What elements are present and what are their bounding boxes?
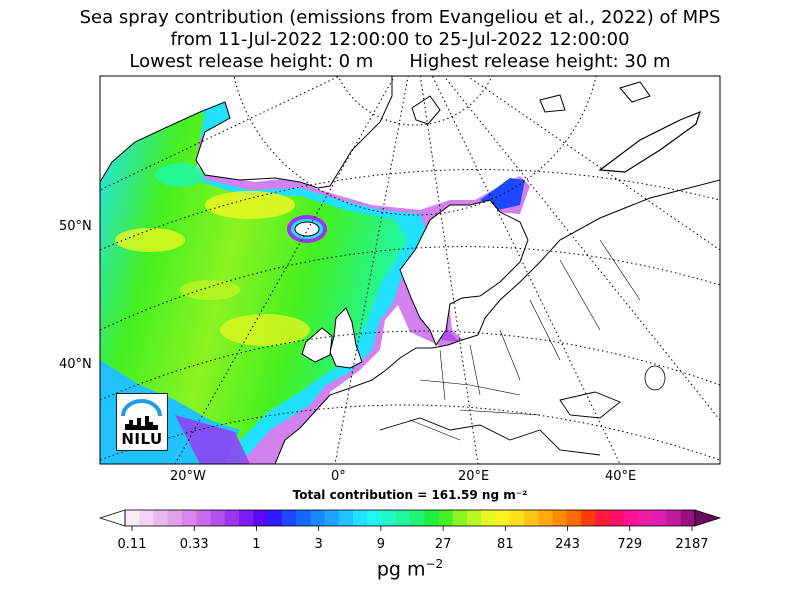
black-sea [559, 391, 621, 419]
colorbar-units: pg m−2 [0, 557, 800, 580]
colorbar-tick-label: 81 [497, 537, 514, 552]
colorbar-tick-label: 243 [555, 537, 580, 552]
lowest-release-label: Lowest release height: 0 m [129, 51, 374, 72]
map-frame [99, 75, 721, 465]
lon-label-20w: 20°W [170, 469, 206, 484]
scandinavia [399, 199, 529, 347]
lat-label-40n: 40°N [59, 357, 92, 372]
colorbar-cell [467, 510, 482, 526]
svalbard [411, 95, 441, 125]
colorbar-cell [666, 510, 682, 526]
highest-release-label: Highest release height: 30 m [409, 51, 671, 72]
colorbar-tick-label: 27 [434, 537, 452, 552]
colorbar-cell [153, 510, 169, 526]
colorbar-cell [680, 510, 696, 526]
greenland [100, 76, 393, 189]
title-line-3: Lowest release height: 0 m Highest releas… [0, 51, 800, 73]
colorbar-cell [296, 510, 311, 526]
colorbar-cell [481, 510, 496, 526]
colorbar-cell [367, 510, 382, 526]
contribution-cyan-patch [155, 163, 205, 187]
colorbar-cell [652, 510, 667, 526]
colorbar-cell [139, 510, 154, 526]
novaya-zemlya [598, 110, 701, 173]
colorbar-tick-label: 9 [376, 537, 386, 552]
contribution-high-3 [220, 314, 310, 346]
colorbar-tick-label: 2187 [675, 537, 709, 552]
contribution-main [100, 112, 408, 464]
colorbar-cell [210, 510, 226, 526]
colorbar-cell [638, 510, 653, 526]
contribution-high-4 [180, 280, 240, 300]
colorbar-max-arrow [694, 509, 722, 527]
colorbar-cell [595, 510, 610, 526]
colorbar-tick-label: 0.33 [179, 537, 209, 552]
colorbar-cell [324, 510, 340, 526]
colorbar-cell [395, 510, 411, 526]
colorbar-cell [167, 510, 183, 526]
colorbar-cell [566, 510, 582, 526]
colorbar-tick-label: 1 [252, 537, 261, 552]
colorbar-tick-label: 0.11 [117, 537, 147, 552]
colorbar-cell [381, 510, 397, 526]
colorbar-tick-label: 3 [314, 537, 323, 552]
colorbar-cell [253, 510, 268, 526]
colorbar-cell [524, 510, 539, 526]
nilu-logo: NILU [116, 393, 168, 451]
colorbar-cell [438, 510, 454, 526]
colorbar-cell [581, 510, 596, 526]
title-line-2: from 11-Jul-2022 12:00:00 to 25-Jul-2022… [170, 29, 630, 50]
graticule [100, 76, 720, 464]
colorbar-cell [623, 510, 639, 526]
units-text: pg m [376, 558, 426, 581]
colorbar-cell [338, 510, 354, 526]
ireland [301, 327, 333, 363]
colorbar-cell [239, 510, 254, 526]
colorbar-cell [196, 510, 211, 526]
iceland [294, 221, 320, 237]
continental-europe [274, 179, 720, 464]
total-contribution: Total contribution = 161.59 ng m⁻² [292, 488, 528, 502]
nilu-logo-graphic [121, 399, 162, 430]
colorbar-cell [495, 510, 511, 526]
colorbar-cell [424, 510, 439, 526]
lat-label-50n: 50°N [59, 219, 92, 234]
contribution-southwest-edge [175, 415, 250, 464]
lon-label-0: 0° [331, 469, 346, 484]
colorbar-cells [125, 510, 696, 526]
contribution-high-1 [205, 191, 295, 219]
colorbar-cell [410, 510, 425, 526]
nilu-logo-text: NILU [121, 430, 163, 448]
great-britain [329, 307, 363, 369]
colorbar-cell [281, 510, 297, 526]
contribution-high-2 [115, 228, 185, 252]
country-borders [409, 239, 641, 441]
colorbar-min-arrow [98, 509, 126, 527]
lon-label-20e: 20°E [458, 469, 490, 484]
colorbar-cell [552, 510, 568, 526]
colorbar-cell [182, 510, 197, 526]
colorbar-cell [310, 510, 325, 526]
colorbar-cell [125, 510, 140, 526]
colorbar-frame [124, 509, 696, 527]
lon-label-40e: 40°E [605, 469, 637, 484]
colorbar-cell [452, 510, 468, 526]
units-exponent: −2 [425, 557, 444, 571]
caspian-outline [644, 365, 666, 391]
colorbar-cell [609, 510, 625, 526]
colorbar-ticks [131, 526, 693, 531]
colorbar-cell [509, 510, 525, 526]
colorbar-tick-label: 729 [617, 537, 643, 552]
colorbar-cell [538, 510, 553, 526]
colorbar-cell [224, 510, 240, 526]
arctic-islands [539, 81, 651, 113]
mediterranean-coast [379, 417, 601, 456]
title-line-1: Sea spray contribution (emissions from E… [79, 7, 721, 28]
colorbar-cell [353, 510, 368, 526]
colorbar-cell [267, 510, 283, 526]
